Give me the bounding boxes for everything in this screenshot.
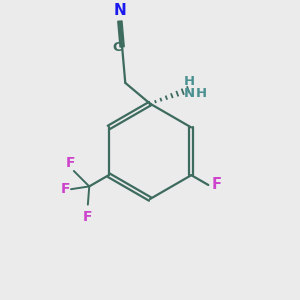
Text: N: N bbox=[184, 87, 195, 101]
Text: F: F bbox=[83, 210, 93, 224]
Text: F: F bbox=[61, 182, 71, 196]
Text: H: H bbox=[195, 87, 206, 101]
Text: N: N bbox=[113, 3, 126, 18]
Text: F: F bbox=[66, 156, 75, 170]
Text: F: F bbox=[212, 178, 222, 193]
Text: H: H bbox=[184, 75, 195, 88]
Text: C: C bbox=[112, 41, 122, 54]
